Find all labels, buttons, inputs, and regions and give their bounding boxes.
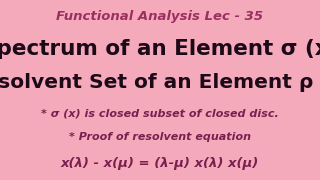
Text: x(λ) - x(μ) = (λ-μ) x(λ) x(μ): x(λ) - x(μ) = (λ-μ) x(λ) x(μ) <box>61 157 259 170</box>
Text: Functional Analysis Lec - 35: Functional Analysis Lec - 35 <box>56 10 264 23</box>
Text: * Proof of resolvent equation: * Proof of resolvent equation <box>69 132 251 142</box>
Text: Spectrum of an Element σ (x): Spectrum of an Element σ (x) <box>0 39 320 59</box>
Text: * σ (x) is closed subset of closed disc.: * σ (x) is closed subset of closed disc. <box>41 108 279 118</box>
Text: Resolvent Set of an Element ρ (x): Resolvent Set of an Element ρ (x) <box>0 73 320 92</box>
